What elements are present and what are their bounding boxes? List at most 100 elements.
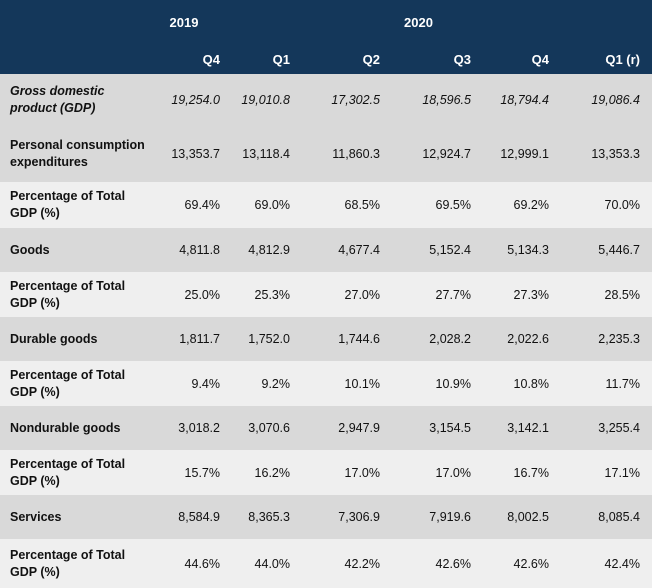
table-cell: 13,118.4 — [242, 147, 290, 161]
table-cell: 4,811.8 — [179, 243, 220, 257]
table-row: Durable goods 1,811.7 1,752.0 1,744.6 2,… — [0, 317, 652, 361]
table-cell: 10.9% — [435, 376, 471, 391]
table-cell: 27.7% — [435, 287, 471, 302]
table-cell: 3,154.5 — [429, 421, 471, 435]
table-row: Services 8,584.9 8,365.3 7,306.9 7,919.6… — [0, 495, 652, 539]
row-label: Percentage of Total GDP (%) — [10, 278, 126, 310]
table-cell: 3,070.6 — [248, 421, 290, 435]
table-cell: 12,924.7 — [422, 147, 471, 161]
table-cell: 19,086.4 — [591, 93, 640, 107]
table-cell: 4,812.9 — [248, 243, 290, 257]
row-label: Percentage of Total GDP (%) — [10, 189, 126, 220]
table-cell: 25.0% — [184, 287, 220, 302]
row-label: Percentage of Total GDP (%) — [10, 547, 126, 579]
row-label: Personal consumption expenditures — [10, 138, 145, 169]
table-cell: 8,085.4 — [598, 510, 640, 524]
table-cell: 7,919.6 — [429, 510, 471, 524]
table-cell: 8,584.9 — [178, 510, 220, 524]
table-cell: 3,018.2 — [178, 421, 220, 435]
table-cell: 5,446.7 — [598, 243, 640, 257]
table-cell: 42.4% — [604, 556, 640, 571]
table-cell: 42.6% — [435, 556, 471, 571]
year-header-spacer — [234, 0, 304, 44]
table-row: Nondurable goods 3,018.2 3,070.6 2,947.9… — [0, 406, 652, 450]
table-cell: 18,794.4 — [500, 93, 549, 107]
header-corner — [0, 44, 154, 74]
table-cell: 27.0% — [344, 287, 380, 302]
table-cell: 42.6% — [513, 556, 549, 571]
row-label: Percentage of Total GDP (%) — [10, 367, 126, 399]
year-header-2019: 2019 — [169, 14, 199, 30]
quarter-header: Q1 — [272, 51, 290, 67]
table-cell: 9.2% — [261, 376, 291, 391]
table-cell: 11.7% — [605, 376, 640, 391]
table-cell: 44.6% — [184, 556, 220, 571]
table-cell: 19,254.0 — [171, 93, 220, 107]
table-row: Percentage of Total GDP (%) 15.7% 16.2% … — [0, 450, 652, 495]
table-cell: 2,947.9 — [338, 421, 380, 435]
table-cell: 1,811.7 — [179, 332, 220, 346]
table-cell: 7,306.9 — [338, 510, 380, 524]
table-cell: 15.7% — [184, 465, 220, 480]
table-cell: 8,002.5 — [507, 510, 549, 524]
header-years-row: 2019 2020 2021 — [0, 0, 652, 44]
table-cell: 70.0% — [604, 198, 640, 212]
table-cell: 1,752.0 — [248, 332, 290, 346]
table-cell: 3,142.1 — [507, 421, 549, 435]
quarter-header: Q3 — [453, 51, 471, 67]
table-cell: 18,596.5 — [422, 93, 471, 107]
table-cell: 10.1% — [344, 376, 380, 391]
table-cell: 1,744.6 — [338, 332, 380, 346]
table-cell: 17.1% — [604, 465, 640, 480]
table-cell: 28.5% — [604, 287, 640, 302]
table-cell: 68.5% — [344, 198, 380, 212]
table-cell: 11,860.3 — [332, 147, 380, 161]
quarter-header: Q4 — [531, 51, 549, 67]
table-row: Percentage of Total GDP (%) 44.6% 44.0% … — [0, 539, 652, 588]
year-header-spacer — [563, 0, 652, 44]
row-label: Durable goods — [10, 331, 98, 346]
table-cell: 16.7% — [513, 465, 549, 480]
table-cell: 42.2% — [344, 556, 380, 571]
table-cell: 4,677.4 — [338, 243, 380, 257]
table-cell: 25.3% — [254, 287, 290, 302]
year-header-2020: 2020 — [404, 14, 433, 30]
table-cell: 5,152.4 — [429, 243, 471, 257]
table-row: Gross domestic product (GDP) 19,254.0 19… — [0, 74, 652, 126]
table-cell: 17,302.5 — [331, 93, 380, 107]
table-cell: 69.0% — [254, 198, 290, 212]
table-cell: 12,999.1 — [500, 147, 549, 161]
table-cell: 16.2% — [254, 465, 290, 480]
table-row: Percentage of Total GDP (%) 69.4% 69.0% … — [0, 182, 652, 228]
table-cell: 13,353.7 — [171, 147, 220, 161]
quarter-header: Q1 (r) — [605, 51, 640, 67]
table-row: Personal consumption expenditures 13,353… — [0, 126, 652, 182]
table-cell: 44.0% — [254, 556, 290, 571]
row-label: Goods — [10, 242, 50, 257]
row-label: Gross domestic product (GDP) — [10, 84, 105, 115]
table-cell: 69.4% — [184, 198, 220, 212]
row-label: Nondurable goods — [10, 420, 121, 435]
table-header: 2019 2020 2021 Q4 Q1 Q2 Q3 Q4 Q1 (r) — [0, 0, 652, 74]
table-cell: 13,353.3 — [591, 147, 640, 161]
table-cell: 2,235.3 — [598, 332, 640, 346]
table-cell: 27.3% — [513, 287, 549, 302]
table-cell: 2,028.2 — [429, 332, 471, 346]
table-cell: 19,010.8 — [241, 93, 290, 107]
table-cell: 9.4% — [191, 376, 221, 391]
table-cell: 17.0% — [344, 465, 380, 480]
table-cell: 3,255.4 — [598, 421, 640, 435]
quarter-header: Q2 — [362, 51, 380, 67]
row-label: Services — [10, 509, 62, 524]
table-cell: 10.8% — [513, 376, 549, 391]
table-cell: 69.5% — [435, 198, 471, 212]
table-cell: 69.2% — [513, 198, 549, 212]
table-cell: 2,022.6 — [507, 332, 549, 346]
table-row: Goods 4,811.8 4,812.9 4,677.4 5,152.4 5,… — [0, 228, 652, 272]
header-corner — [0, 0, 154, 44]
table-cell: 8,365.3 — [248, 510, 290, 524]
table-body: Gross domestic product (GDP) 19,254.0 19… — [0, 74, 652, 588]
table-row: Percentage of Total GDP (%) 9.4% 9.2% 10… — [0, 361, 652, 406]
quarter-header: Q4 — [202, 51, 220, 67]
